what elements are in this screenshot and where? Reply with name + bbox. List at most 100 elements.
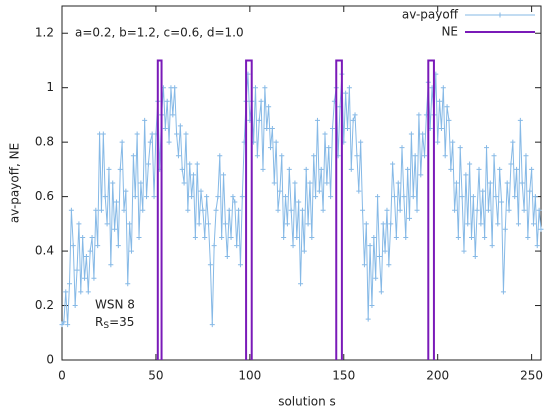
point-marker [129, 248, 135, 254]
point-marker [110, 180, 116, 186]
point-marker [213, 207, 219, 213]
point-marker [463, 172, 469, 178]
y-tick-label: 0.4 [35, 244, 54, 258]
point-marker [519, 180, 525, 186]
point-marker [465, 221, 471, 227]
point-marker [367, 243, 373, 249]
point-marker [301, 248, 307, 254]
point-marker [453, 180, 459, 186]
point-marker [504, 180, 510, 186]
point-marker [136, 234, 142, 240]
point-marker [224, 254, 230, 260]
point-marker [177, 123, 183, 129]
point-marker [452, 207, 458, 213]
point-marker [181, 180, 187, 186]
point-marker [529, 166, 535, 172]
point-marker [363, 221, 369, 227]
point-marker [222, 221, 228, 227]
point-marker [350, 117, 356, 123]
point-marker [183, 131, 189, 137]
point-marker [444, 104, 450, 110]
point-marker [290, 243, 296, 249]
point-marker [72, 303, 78, 309]
point-marker [316, 188, 322, 194]
point-marker [422, 153, 428, 159]
point-marker [174, 131, 180, 137]
point-marker [517, 117, 523, 123]
point-marker [352, 112, 358, 118]
point-marker [311, 153, 317, 159]
point-marker [326, 145, 332, 151]
point-marker [198, 188, 204, 194]
point-marker [286, 166, 292, 172]
point-marker [89, 234, 95, 240]
point-marker [147, 139, 153, 145]
point-marker [115, 243, 121, 249]
point-marker [271, 180, 277, 186]
point-marker [408, 131, 414, 137]
point-marker [234, 243, 240, 249]
point-marker [502, 226, 508, 232]
point-marker [307, 180, 313, 186]
point-marker [500, 289, 506, 295]
point-marker [299, 207, 305, 213]
point-marker [121, 207, 127, 213]
point-marker [85, 289, 91, 295]
point-marker [209, 322, 215, 328]
point-marker [343, 90, 349, 96]
point-marker [358, 139, 364, 145]
point-marker [437, 98, 443, 104]
x-tick-label: 250 [520, 369, 543, 383]
point-marker [252, 85, 258, 91]
point-marker [230, 194, 236, 200]
point-marker [393, 234, 399, 240]
point-marker [527, 188, 533, 194]
point-marker [474, 207, 480, 213]
point-marker [468, 234, 474, 240]
point-marker [487, 180, 493, 186]
point-marker [395, 180, 401, 186]
point-marker [525, 234, 531, 240]
point-marker [499, 199, 505, 205]
point-marker [145, 161, 151, 167]
point-marker [455, 234, 461, 240]
point-marker [346, 85, 352, 91]
point-marker [380, 221, 386, 227]
point-marker [144, 194, 150, 200]
series-line [61, 74, 542, 325]
point-marker [281, 234, 287, 240]
point-marker [211, 243, 217, 249]
point-marker [172, 85, 178, 91]
point-marker [391, 194, 397, 200]
point-marker [538, 226, 544, 232]
point-marker [170, 112, 176, 118]
point-marker [386, 262, 392, 268]
point-marker [371, 234, 377, 240]
point-marker [435, 139, 441, 145]
point-marker [140, 207, 146, 213]
point-marker [142, 117, 148, 123]
point-marker [283, 194, 289, 200]
point-marker [515, 221, 521, 227]
x-tick-label: 100 [238, 369, 261, 383]
point-marker [108, 262, 114, 268]
point-marker [237, 262, 243, 268]
point-marker [175, 153, 181, 159]
point-marker [489, 243, 495, 249]
point-marker [190, 172, 196, 178]
point-marker [461, 248, 467, 254]
point-marker [239, 194, 245, 200]
point-marker [506, 207, 512, 213]
point-marker [512, 194, 518, 200]
point-marker [309, 234, 315, 240]
point-marker [478, 221, 484, 227]
point-marker [98, 207, 104, 213]
point-marker [273, 139, 279, 145]
point-marker [329, 126, 335, 132]
point-marker [361, 262, 367, 268]
rs-sub: S [103, 321, 109, 331]
y-tick-label: 0.2 [35, 298, 54, 312]
point-marker [262, 85, 268, 91]
point-marker [418, 172, 424, 178]
point-marker [113, 199, 119, 205]
